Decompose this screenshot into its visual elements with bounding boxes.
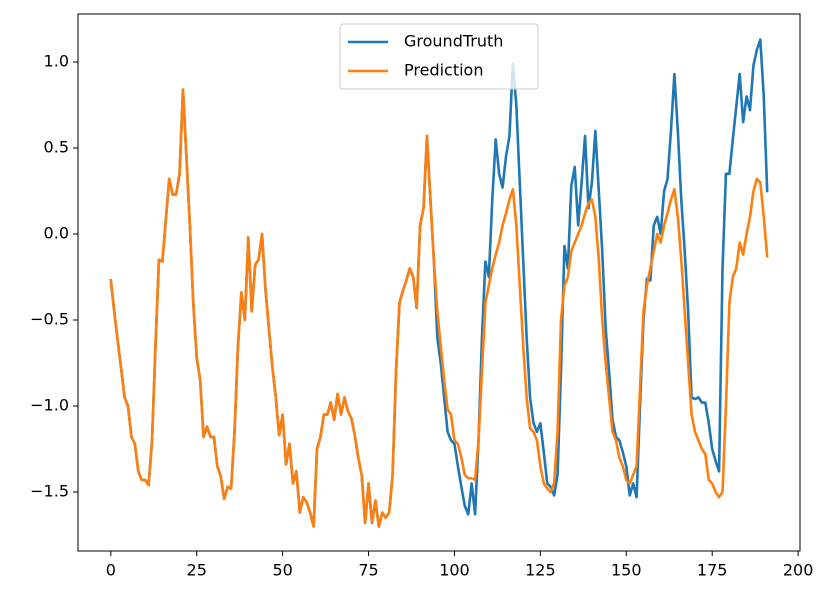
- x-tick-label: 125: [525, 561, 556, 580]
- x-tick-label: 75: [358, 561, 378, 580]
- y-tick-label: 0.5: [44, 137, 69, 156]
- y-tick-label: −0.5: [30, 309, 69, 328]
- x-tick-label: 200: [783, 561, 814, 580]
- data-line: [109, 88, 769, 528]
- x-tick-label: 100: [439, 561, 470, 580]
- y-tick-label: 0.0: [44, 223, 69, 242]
- x-tick-label: 150: [611, 561, 642, 580]
- legend-label: GroundTruth: [404, 32, 503, 51]
- axes-frame: [77, 13, 801, 552]
- x-tick-label: 175: [697, 561, 728, 580]
- y-tick-label: −1.5: [30, 482, 69, 501]
- x-tick-label: 25: [187, 561, 207, 580]
- x-tick-label: 50: [272, 561, 292, 580]
- x-tick-label: 0: [106, 561, 116, 580]
- legend-box: [339, 23, 539, 90]
- y-tick-label: −1.0: [30, 395, 69, 414]
- y-tick-label: 1.0: [44, 51, 69, 70]
- legend-label: Prediction: [404, 61, 483, 80]
